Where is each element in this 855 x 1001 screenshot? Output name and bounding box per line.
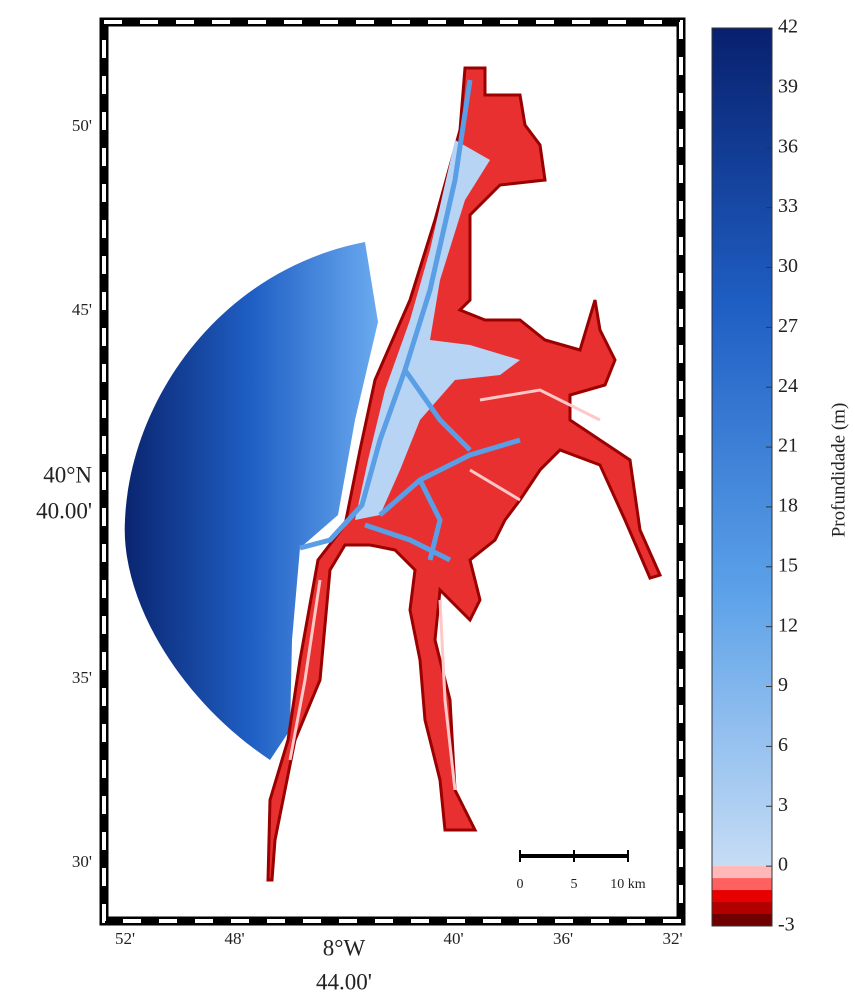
colorbar-tick-label: 30 xyxy=(778,255,798,277)
scale-label: 0 xyxy=(517,877,524,892)
latitude-label: 30' xyxy=(72,852,92,871)
scale-label: 10 km xyxy=(610,877,646,892)
longitude-label: 52' xyxy=(115,929,135,948)
colorbar-band xyxy=(712,902,772,915)
colorbar-tick-label: 24 xyxy=(778,375,798,397)
colorbar-tick-label: 3 xyxy=(778,794,788,816)
colorbar-band xyxy=(712,866,772,879)
colorbar-tick-label: 6 xyxy=(778,734,788,756)
colorbar-tick-label: 39 xyxy=(778,75,798,97)
latitude-label: 40°N xyxy=(43,462,92,487)
colorbar-tick-label: 21 xyxy=(778,435,798,457)
scale-bar: 0 5 10 km xyxy=(517,850,646,892)
longitude-labels: 52' 48' 8°W 44.00' 40' 36' 32' xyxy=(115,929,683,994)
longitude-sublabel: 44.00' xyxy=(316,969,372,994)
colorbar-tick-label: 12 xyxy=(778,614,798,636)
channels-minor xyxy=(288,388,601,791)
longitude-label: 32' xyxy=(662,929,682,948)
channels xyxy=(299,79,521,563)
colorbar-tick-label: 9 xyxy=(778,674,788,696)
colorbar-tick-label: 15 xyxy=(778,554,798,576)
lagoon xyxy=(355,140,520,520)
latitude-label: 35' xyxy=(72,668,92,687)
colorbar-tick-label: 0 xyxy=(778,854,788,876)
colorbar-tick-label: 18 xyxy=(778,495,798,517)
longitude-label: 48' xyxy=(224,929,244,948)
longitude-label: 40' xyxy=(443,929,463,948)
latitude-sublabel: 40.00' xyxy=(36,498,92,523)
colorbar-tick-label: 33 xyxy=(778,195,798,217)
colorbar-positive xyxy=(712,28,772,867)
longitude-label: 8°W xyxy=(323,935,366,960)
latitude-labels: 50' 45' 40°N 40.00' 35' 30' xyxy=(36,116,92,871)
colorbar-band xyxy=(712,890,772,903)
scale-label: 5 xyxy=(571,877,578,892)
estuary-land xyxy=(266,66,663,882)
colorbar-tick-label: 42 xyxy=(778,16,798,38)
latitude-label: 50' xyxy=(72,116,92,135)
colorbar-label: Profundidade (m) xyxy=(828,403,849,538)
colorbar-band xyxy=(712,878,772,891)
latitude-label: 45' xyxy=(72,300,92,319)
colorbar-tick-label: 36 xyxy=(778,135,798,157)
map-frame-checks xyxy=(102,20,683,923)
colorbar-frame xyxy=(711,27,773,927)
ocean xyxy=(124,242,378,760)
colorbar-tick-label: 27 xyxy=(778,315,798,337)
map xyxy=(104,22,681,921)
colorbar-band xyxy=(712,914,772,927)
longitude-label: 36' xyxy=(553,929,573,948)
colorbar-tick-label: -3 xyxy=(778,914,795,936)
